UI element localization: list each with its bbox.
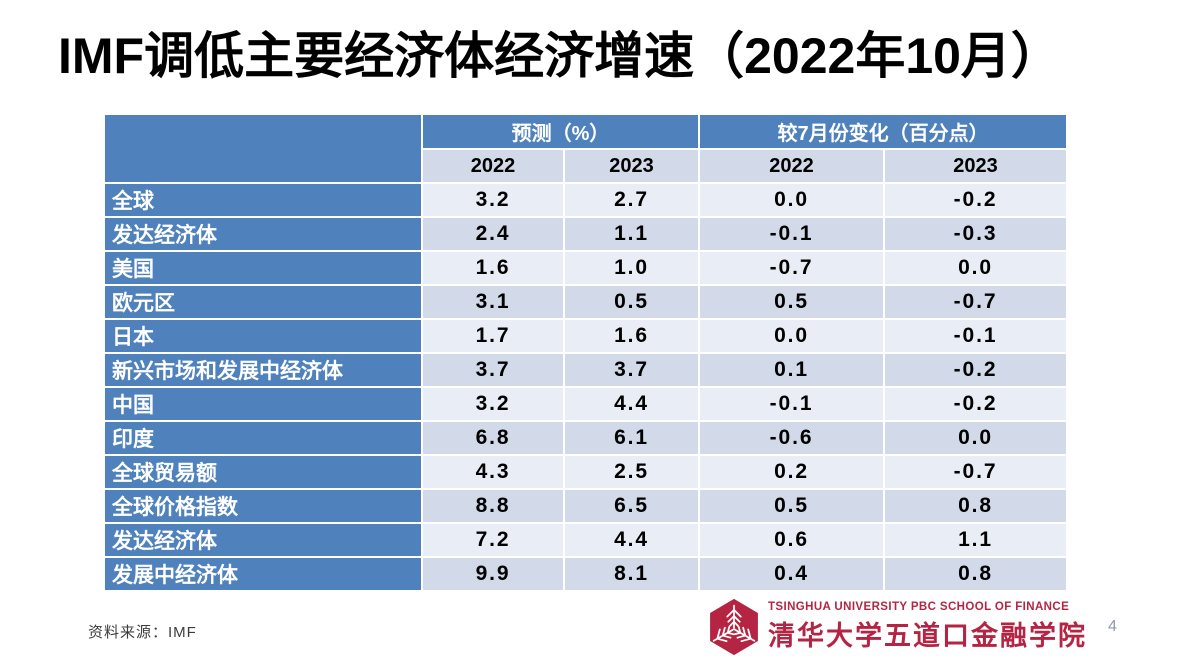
table-row: 日本 1.7 1.6 0.0 -0.1 [103,318,1069,354]
school-logo: TSINGHUA UNIVERSITY PBC SCHOOL OF FINANC… [708,596,1087,658]
value-cell: 0.4 [698,556,886,592]
table-header-groups: 预测（%） 较7月份变化（百分点） [103,113,1069,184]
value-cell: -0.1 [883,318,1069,354]
row-label-cell: 发达经济体 [103,522,423,558]
row-label-cell: 全球 [103,182,423,218]
value-cell: -0.2 [883,352,1069,388]
corner-cell [103,113,423,184]
value-cell: -0.2 [883,182,1069,218]
row-label-cell: 日本 [103,318,423,354]
table-row: 发达经济体 2.4 1.1 -0.1 -0.3 [103,216,1069,252]
value-cell: 0.2 [698,454,886,490]
row-label-cell: 发展中经济体 [103,556,423,592]
value-cell: 0.0 [883,250,1069,286]
value-cell: 0.0 [698,182,886,218]
value-cell: 0.1 [698,352,886,388]
value-cell: 8.1 [562,556,701,592]
row-label-cell: 印度 [103,420,423,456]
value-cell: 4.3 [421,454,565,490]
value-cell: 0.6 [698,522,886,558]
value-cell: 1.1 [883,522,1069,558]
value-cell: -0.7 [883,284,1069,320]
table-row: 中国 3.2 4.4 -0.1 -0.2 [103,386,1069,422]
row-label-cell: 发达经济体 [103,216,423,252]
value-cell: -0.3 [883,216,1069,252]
value-cell: -0.7 [883,454,1069,490]
value-cell: 4.4 [562,522,701,558]
data-source-note: 资料来源：IMF [88,624,197,641]
value-cell: 1.0 [562,250,701,286]
row-label-cell: 全球价格指数 [103,488,423,524]
school-logo-text: TSINGHUA UNIVERSITY PBC SCHOOL OF FINANC… [768,601,1087,653]
table-row: 印度 6.8 6.1 -0.6 0.0 [103,420,1069,456]
year-header: 2023 [562,148,701,184]
value-cell: 1.6 [562,318,701,354]
table-header-years: 2022 2023 2022 2023 [104,148,1069,184]
column-group-change: 较7月份变化（百分点） [698,113,1069,150]
table-row: 全球价格指数 8.8 6.5 0.5 0.8 [103,488,1069,524]
table-row: 全球 3.2 2.7 0.0 -0.2 [103,182,1069,218]
table-row: 欧元区 3.1 0.5 0.5 -0.7 [103,284,1069,320]
column-group-forecast: 预测（%） [420,113,701,150]
row-label-cell: 中国 [103,386,423,422]
value-cell: -0.1 [698,386,886,422]
table-row: 发达经济体 7.2 4.4 0.6 1.1 [103,522,1069,558]
value-cell: -0.7 [698,250,886,286]
value-cell: -0.6 [698,420,886,456]
school-name-english: TSINGHUA UNIVERSITY PBC SCHOOL OF FINANC… [768,601,1070,613]
row-label-cell: 全球贸易额 [103,454,423,490]
page-number: 4 [1108,618,1117,635]
value-cell: 3.7 [421,352,565,388]
school-name-chinese: 清华大学五道口金融学院 [768,621,1087,651]
table-row: 新兴市场和发展中经济体 3.7 3.7 0.1 -0.2 [103,352,1069,388]
value-cell: 3.7 [562,352,701,388]
row-label-cell: 新兴市场和发展中经济体 [103,352,423,388]
value-cell: 1.6 [421,250,565,286]
value-cell: 2.5 [562,454,701,490]
value-cell: -0.2 [883,386,1069,422]
value-cell: 0.5 [562,284,701,320]
value-cell: 2.4 [421,216,565,252]
value-cell: 2.7 [562,182,701,218]
value-cell: 1.7 [421,318,565,354]
value-cell: 6.1 [562,420,701,456]
table-row: 美国 1.6 1.0 -0.7 0.0 [103,250,1069,286]
forecast-table: 预测（%） 较7月份变化（百分点） 2022 2023 2022 2023 全球… [103,113,1069,592]
slide-title: IMF调低主要经济体经济增速（2022年10月） [58,28,1061,84]
table-row: 全球贸易额 4.3 2.5 0.2 -0.7 [103,454,1069,490]
value-cell: 6.5 [562,488,701,524]
value-cell: 0.8 [883,556,1069,592]
row-label-cell: 美国 [103,250,423,286]
value-cell: 6.8 [421,420,565,456]
value-cell: 9.9 [421,556,565,592]
value-cell: 3.1 [421,284,565,320]
value-cell: 8.8 [421,488,565,524]
table-row: 发展中经济体 9.9 8.1 0.4 0.8 [103,556,1069,592]
value-cell: 0.0 [883,420,1069,456]
pbcsf-emblem-icon [709,598,759,656]
forecast-table-container: 预测（%） 较7月份变化（百分点） 2022 2023 2022 2023 全球… [103,113,1069,592]
value-cell: 4.4 [562,386,701,422]
value-cell: 1.1 [562,216,701,252]
value-cell: -0.1 [698,216,886,252]
year-header: 2023 [883,148,1069,184]
value-cell: 0.0 [698,318,886,354]
year-header: 2022 [421,148,565,184]
table-body: 全球 3.2 2.7 0.0 -0.2 发达经济体 2.4 1.1 -0.1 -0.3 美国 1.6 1… [103,182,1069,592]
value-cell: 0.5 [698,284,886,320]
value-cell: 0.8 [883,488,1069,524]
value-cell: 3.2 [421,182,565,218]
value-cell: 0.5 [698,488,886,524]
row-label-cell: 欧元区 [103,284,423,320]
value-cell: 7.2 [421,522,565,558]
year-header: 2022 [698,148,886,184]
value-cell: 3.2 [421,386,565,422]
